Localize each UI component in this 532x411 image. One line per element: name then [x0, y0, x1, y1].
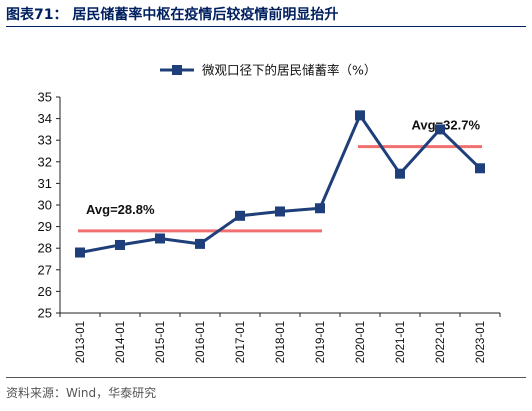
y-tick-label: 30 — [38, 198, 52, 213]
title-rule — [6, 26, 526, 27]
data-point — [155, 233, 165, 244]
data-point — [195, 238, 205, 249]
x-tick-label: 2016-01 — [195, 321, 207, 363]
source-note: 资料来源：Wind，华泰研究 — [6, 386, 157, 400]
x-tick-label: 2015-01 — [155, 321, 167, 363]
y-tick-label: 34 — [38, 111, 52, 126]
y-tick-label: 32 — [38, 154, 52, 169]
legend-marker — [172, 65, 182, 75]
data-point — [355, 110, 365, 121]
data-point — [75, 247, 85, 258]
data-point — [475, 163, 485, 174]
y-tick-label: 28 — [38, 241, 52, 256]
x-tick-label: 2019-01 — [315, 321, 327, 363]
x-ticks: 2013-01 2014-01 2015-01 2016-01 2017-01 2018-… — [59, 313, 501, 363]
average-label: Avg=28.8% — [86, 202, 155, 217]
x-tick-label: 2014-01 — [115, 321, 127, 363]
y-tick-label: 31 — [38, 176, 52, 191]
x-tick-label: 2021-01 — [395, 321, 407, 363]
data-point — [275, 206, 285, 217]
series — [75, 110, 485, 258]
legend: 微观口径下的居民储蓄率（%） — [160, 63, 376, 78]
data-point — [315, 203, 325, 214]
x-tick-label: 2017-01 — [235, 321, 247, 363]
y-tick-label: 29 — [38, 219, 52, 234]
data-point — [395, 168, 405, 179]
y-tick-label: 35 — [38, 90, 52, 105]
average-label: Avg=32.7% — [411, 118, 480, 133]
y-ticks: 25 26 27 28 29 30 31 32 33 34 35 — [38, 90, 60, 321]
x-tick-label: 2022-01 — [435, 321, 447, 363]
y-tick-label: 25 — [38, 306, 52, 321]
x-tick-label: 2018-01 — [275, 321, 287, 363]
x-tick-label: 2020-01 — [355, 321, 367, 363]
average-lines: Avg=28.8% Avg=32.7% — [78, 118, 482, 233]
figure-title: 图表71： 居民储蓄率中枢在疫情后较疫情前明显抬升 — [6, 7, 339, 23]
y-tick-label: 27 — [38, 262, 52, 277]
legend-label: 微观口径下的居民储蓄率（%） — [202, 63, 376, 78]
x-tick-label: 2013-01 — [75, 321, 87, 363]
bottom-rule — [6, 377, 526, 378]
x-tick-label: 2023-01 — [475, 321, 487, 363]
data-point — [235, 210, 245, 221]
data-point — [435, 124, 445, 135]
y-tick-label: 33 — [38, 133, 52, 148]
data-point — [115, 239, 125, 250]
y-tick-label: 26 — [38, 284, 52, 299]
